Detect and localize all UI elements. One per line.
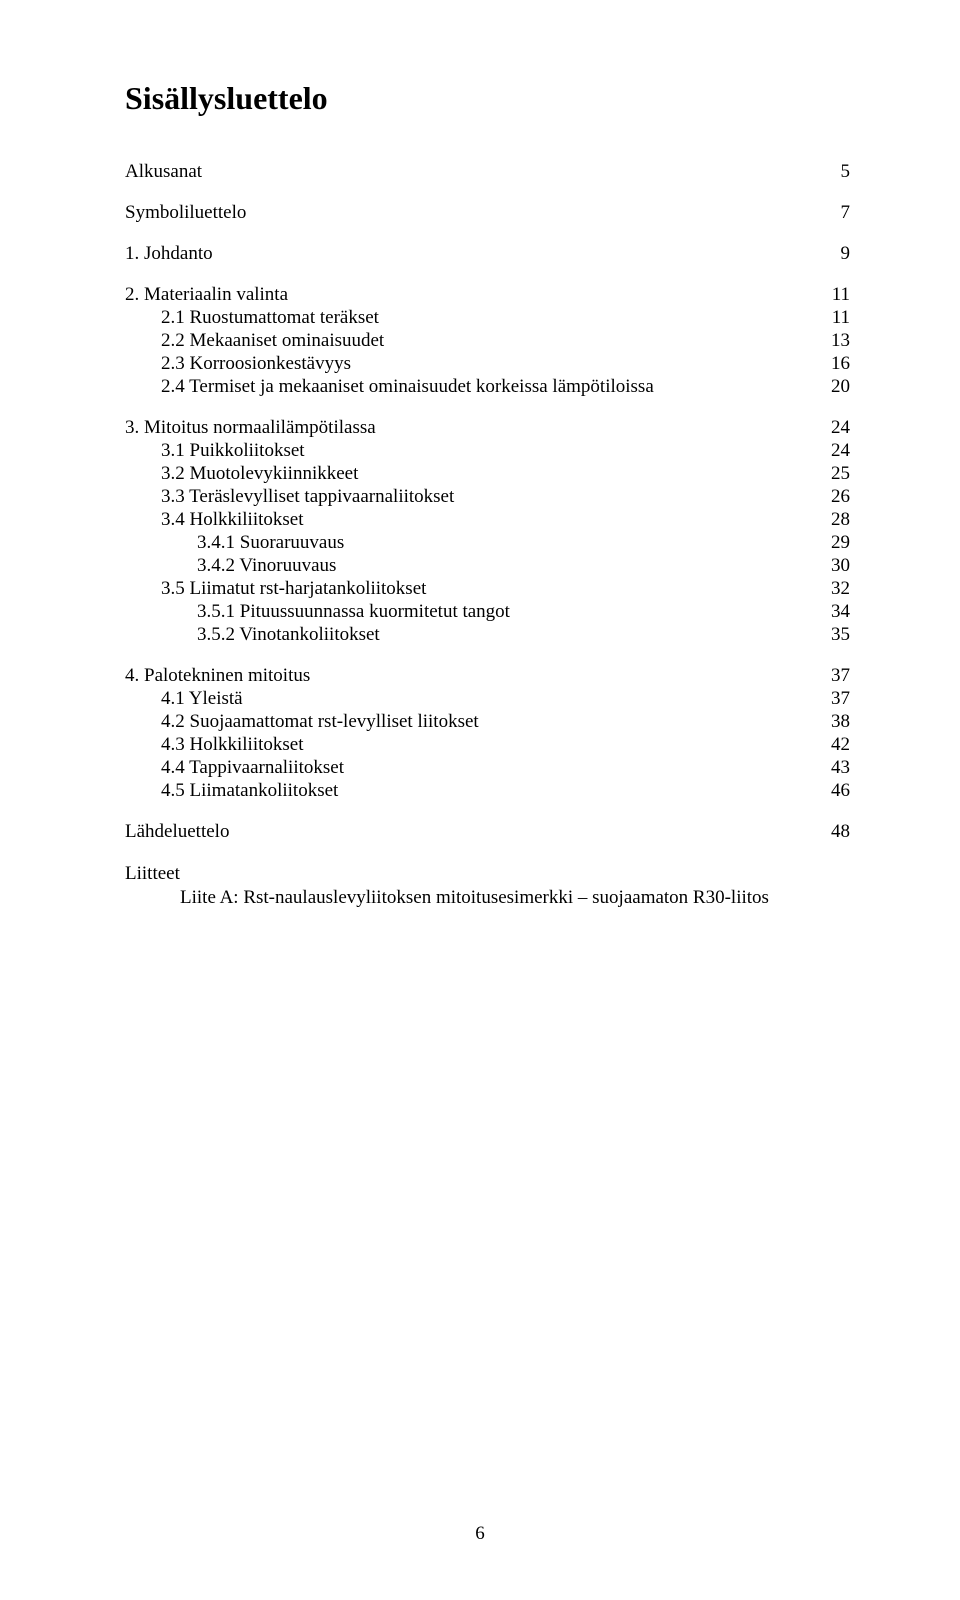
toc-entry-label: 3.5 Liimatut rst-harjatankoliitokset — [161, 579, 426, 598]
toc-entry-page: 11 — [832, 308, 850, 327]
toc-entry-label: 2.2 Mekaaniset ominaisuudet — [161, 331, 384, 350]
page-number: 6 — [0, 1523, 960, 1545]
toc-entry-page: 25 — [831, 464, 850, 483]
toc-row: 3.5.2 Vinotankoliitokset 35 — [125, 625, 850, 644]
toc-row: 3.5 Liimatut rst-harjatankoliitokset 32 — [125, 579, 850, 598]
toc-row: Lähdeluettelo 48 — [125, 822, 850, 841]
toc-entry-label: 4.5 Liimatankoliitokset — [161, 781, 338, 800]
toc-entry-label: 3.4.1 Suoraruuvaus — [197, 533, 344, 552]
toc-entry-page: 13 — [831, 331, 850, 350]
toc-entry-page: 20 — [831, 377, 850, 396]
toc-entry-label: 3.1 Puikkoliitokset — [161, 441, 305, 460]
toc-entry-page: 24 — [831, 418, 850, 437]
toc-row: 4.3 Holkkiliitokset 42 — [125, 735, 850, 754]
toc-row: 4.5 Liimatankoliitokset 46 — [125, 781, 850, 800]
toc-entry-label: 1. Johdanto — [125, 244, 213, 263]
toc-row: 3.2 Muotolevykiinnikkeet 25 — [125, 464, 850, 483]
toc-entry-page: 32 — [831, 579, 850, 598]
toc-entry-page: 26 — [831, 487, 850, 506]
toc-entry-label: 3.4 Holkkiliitokset — [161, 510, 304, 529]
toc-row: 4.4 Tappivaarnaliitokset 43 — [125, 758, 850, 777]
toc-entry-page: 29 — [831, 533, 850, 552]
toc-entry-page: 46 — [831, 781, 850, 800]
toc-row: 1. Johdanto 9 — [125, 244, 850, 263]
toc-row: 3.4.2 Vinoruuvaus 30 — [125, 556, 850, 575]
toc-entry-page: 42 — [831, 735, 850, 754]
toc-row: 4.1 Yleistä 37 — [125, 689, 850, 708]
toc-entry-label: 4.4 Tappivaarnaliitokset — [161, 758, 344, 777]
toc-row: 3.4.1 Suoraruuvaus 29 — [125, 533, 850, 552]
toc-entry-label: 3.5.2 Vinotankoliitokset — [197, 625, 380, 644]
appendix-block: Liite A: Rst-naulauslevyliitoksen mitoit… — [125, 887, 850, 909]
toc-row: Alkusanat 5 — [125, 162, 850, 181]
toc-entry-page: 48 — [831, 822, 850, 841]
toc-entry-label: Symboliluettelo — [125, 203, 246, 222]
toc-entry-page: 11 — [832, 285, 850, 304]
toc-row: 3.4 Holkkiliitokset 28 — [125, 510, 850, 529]
toc-entry-label: 2.3 Korroosionkestävyys — [161, 354, 351, 373]
toc-row: 2.3 Korroosionkestävyys 16 — [125, 354, 850, 373]
toc-entry-label: 3.2 Muotolevykiinnikkeet — [161, 464, 358, 483]
toc-row: 2.4 Termiset ja mekaaniset ominaisuudet … — [125, 377, 850, 396]
toc-row: 3. Mitoitus normaalilämpötilassa 24 — [125, 418, 850, 437]
toc-entry-page: 16 — [831, 354, 850, 373]
toc-entry-label: 4.3 Holkkiliitokset — [161, 735, 304, 754]
toc-row: 2.2 Mekaaniset ominaisuudet 13 — [125, 331, 850, 350]
toc-entry-page: 24 — [831, 441, 850, 460]
toc-row: 4. Palotekninen mitoitus 37 — [125, 666, 850, 685]
toc-entry-label: 2. Materiaalin valinta — [125, 285, 288, 304]
toc-row: 2.1 Ruostumattomat teräkset 11 — [125, 308, 850, 327]
toc-entry-label: 3.3 Teräslevylliset tappivaarnaliitokset — [161, 487, 454, 506]
toc-entry-label: 4.1 Yleistä — [161, 689, 243, 708]
toc-entry-label: 2.4 Termiset ja mekaaniset ominaisuudet … — [161, 377, 654, 396]
page-title: Sisällysluettelo — [125, 80, 850, 117]
toc-entry-label: 3.4.2 Vinoruuvaus — [197, 556, 336, 575]
toc-entry-page: 5 — [841, 162, 851, 181]
toc-entry-label: 4. Palotekninen mitoitus — [125, 666, 310, 685]
toc-row: Symboliluettelo 7 — [125, 203, 850, 222]
toc-entry-page: 38 — [831, 712, 850, 731]
toc-row: 4.2 Suojaamattomat rst-levylliset liitok… — [125, 712, 850, 731]
toc-entry-label: 4.2 Suojaamattomat rst-levylliset liitok… — [161, 712, 479, 731]
toc-entry-label: Lähdeluettelo — [125, 822, 229, 841]
toc-entry-page: 35 — [831, 625, 850, 644]
toc-entry-label: 2.1 Ruostumattomat teräkset — [161, 308, 379, 327]
toc-entry-page: 43 — [831, 758, 850, 777]
toc-row: 2. Materiaalin valinta 11 — [125, 285, 850, 304]
toc-entry-page: 28 — [831, 510, 850, 529]
toc-entry-label: 3.5.1 Pituussuunnassa kuormitetut tangot — [197, 602, 510, 621]
toc-entry-page: 30 — [831, 556, 850, 575]
document-page: Sisällysluettelo Alkusanat 5 Symboliluette… — [0, 0, 960, 1600]
toc-row: 3.1 Puikkoliitokset 24 — [125, 441, 850, 460]
toc-row: 3.3 Teräslevylliset tappivaarnaliitokset… — [125, 487, 850, 506]
toc-list: Alkusanat 5 Symboliluettelo 7 1. Johdanto 9 2.… — [125, 162, 850, 841]
toc-entry-page: 34 — [831, 602, 850, 621]
appendix-line: Liite A: Rst-naulauslevyliitoksen mitoit… — [125, 887, 850, 909]
toc-entry-page: 7 — [841, 203, 851, 222]
toc-entry-page: 37 — [831, 689, 850, 708]
toc-entry-page: 37 — [831, 666, 850, 685]
toc-row: 3.5.1 Pituussuunnassa kuormitetut tangot… — [125, 602, 850, 621]
toc-entry-label: Alkusanat — [125, 162, 202, 181]
toc-entry-page: 9 — [841, 244, 851, 263]
toc-entry-label: 3. Mitoitus normaalilämpötilassa — [125, 418, 376, 437]
appendix-heading: Liitteet — [125, 863, 850, 885]
